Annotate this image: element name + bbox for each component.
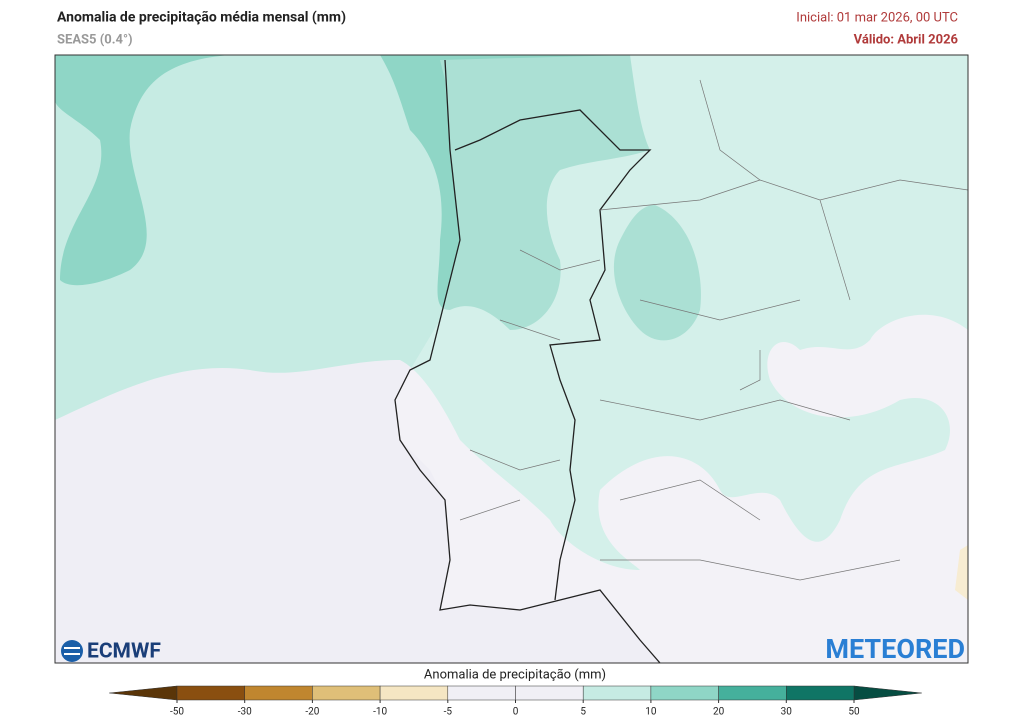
ecmwf-text: ECMWF xyxy=(87,640,161,664)
colorbar-segment xyxy=(786,685,855,701)
map-subtitle: SEAS5 (0.4°) xyxy=(57,32,133,47)
colorbar-tick-label: 0 xyxy=(513,707,519,718)
colorbar-tick-label: -5 xyxy=(444,707,453,718)
colorbar: -50 -30 -20 -10 -5 0 5 10 20 30 50 xyxy=(109,685,922,718)
colorbar-title: Anomalia de precipitação (mm) xyxy=(424,667,606,682)
colorbar-tick-label: -10 xyxy=(373,707,387,718)
colorbar-tick-label: 5 xyxy=(580,707,586,718)
colorbar-tick-label: -50 xyxy=(170,707,184,718)
colorbar-segment xyxy=(582,685,652,701)
colorbar-segment xyxy=(515,685,584,701)
initial-time: Inicial: 01 mar 2026, 00 UTC xyxy=(796,10,958,25)
colorbar-segment xyxy=(718,685,787,701)
colorbar-segment xyxy=(447,685,516,701)
colorbar-extend xyxy=(109,685,178,701)
valid-time: Válido: Abril 2026 xyxy=(854,32,959,47)
colorbar-tick-label: 50 xyxy=(848,707,860,718)
colorbar-tick-label: -20 xyxy=(305,707,319,718)
colorbar-segment xyxy=(244,685,313,701)
colorbar-segment xyxy=(379,685,449,701)
colorbar-tick-label: -30 xyxy=(238,707,252,718)
colorbar-tick-label: 20 xyxy=(713,707,725,718)
map xyxy=(54,54,969,664)
colorbar-tick-label: 10 xyxy=(645,707,657,718)
ecmwf-logo: ECMWF xyxy=(61,640,161,664)
meteored-logo: METEORED xyxy=(825,633,965,665)
colorbar-tick-label: 30 xyxy=(781,707,793,718)
colorbar-segment xyxy=(312,685,381,701)
map-title: Anomalia de precipitação média mensal (m… xyxy=(57,10,346,26)
colorbar-segment xyxy=(650,685,719,701)
colorbar-segment xyxy=(176,685,245,701)
colorbar-extend xyxy=(853,685,922,701)
